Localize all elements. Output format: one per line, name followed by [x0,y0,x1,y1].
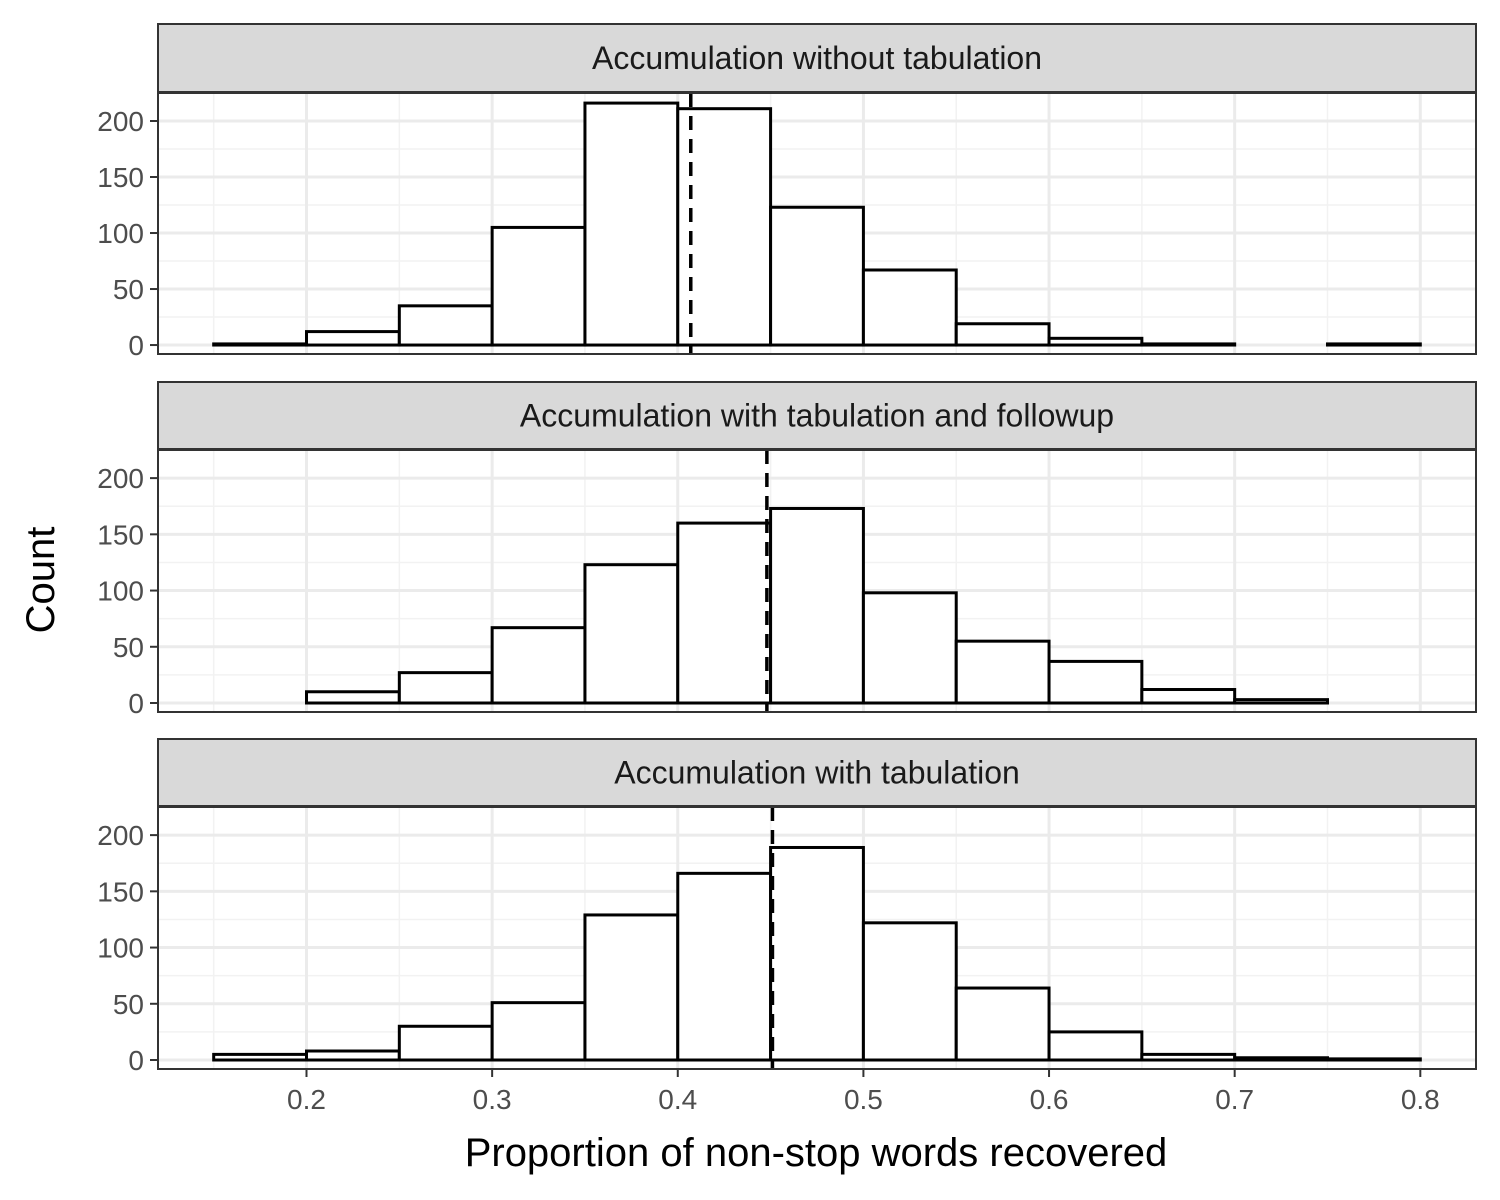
histogram-bar [305,1049,401,1062]
histogram-bar [397,304,494,347]
y-tick-label: 0 [128,1045,144,1076]
y-tick-label: 0 [128,688,144,719]
y-tick-label: 150 [97,519,144,550]
panel-border [157,92,1477,355]
histogram-bar [397,671,494,705]
histogram-bar [583,101,680,347]
y-axis-title: Count [19,527,63,634]
histogram-bars [305,506,1329,705]
x-tick-label: 0.6 [1030,1084,1069,1115]
x-tick-label: 0.3 [473,1084,512,1115]
x-tick-label: 0.8 [1401,1084,1440,1115]
histogram-bar [1325,342,1422,347]
histogram-bar [954,322,1051,347]
histogram-bar [1047,336,1144,347]
x-axis-title: Proportion of non-stop words recovered [465,1131,1168,1175]
histogram-bar [861,591,958,705]
y-tick-label: 50 [113,274,144,305]
y-tick-label: 100 [97,218,144,249]
histogram-bar [954,639,1051,705]
histogram-bar [305,690,401,705]
histogram-bar [676,107,773,347]
histogram-bar [769,845,865,1062]
facet-strip-title: Accumulation with tabulation and followu… [520,398,1114,434]
panel-border [157,449,1477,713]
y-tick-label: 0 [128,330,144,361]
x-tick-label: 0.2 [287,1084,326,1115]
facet-strip-title: Accumulation without tabulation [592,40,1042,76]
facet-panels: Accumulation without tabulation 0 50 100 150… [97,23,1477,1076]
histogram-bars [212,101,1422,347]
histogram-bar [1140,1052,1237,1062]
histogram-bar [490,1001,587,1062]
histogram-bar [212,1052,309,1062]
facet-strip [157,23,1477,93]
histogram-bar [676,521,773,705]
x-tick-label: 0.5 [844,1084,883,1115]
histogram-bar [861,921,958,1062]
y-tick-label: 200 [97,106,144,137]
x-axis: 0.2 0.3 0.4 0.5 0.6 0.7 0.8 [287,1069,1440,1115]
y-tick-label: 50 [113,632,144,663]
histogram-bar [1047,659,1144,705]
histogram-bar [1233,698,1329,705]
histogram-bar [769,205,865,347]
histogram-bar [676,871,773,1062]
histogram-bar [583,563,680,705]
histogram-bar [954,986,1051,1062]
histogram-bars [212,845,1422,1062]
facet-panel: Accumulation with tabulation 0 50 100 150 200 [97,738,1477,1076]
facet-panel: Accumulation with tabulation and followu… [97,381,1477,719]
histogram-bar [583,913,680,1062]
y-tick-label: 100 [97,933,144,964]
histogram-bar [1047,1030,1144,1062]
facet-strip-title: Accumulation with tabulation [614,755,1020,791]
y-axis: 0 50 100 150 200 [97,463,158,719]
x-tick-label: 0.7 [1215,1084,1254,1115]
x-tick-label: 0.4 [658,1084,697,1115]
y-tick-label: 50 [113,989,144,1020]
histogram-bar [490,225,587,347]
histogram-bar [397,1024,494,1062]
y-tick-label: 100 [97,576,144,607]
facet-strip [157,381,1477,450]
facet-panel: Accumulation without tabulation 0 50 100 150… [97,23,1477,361]
histogram-bar [1233,1056,1329,1062]
histogram-bar [212,342,309,347]
histogram-bar [1140,342,1237,347]
histogram-bar [1325,1057,1422,1062]
y-tick-label: 200 [97,820,144,851]
y-tick-label: 200 [97,463,144,494]
y-tick-label: 150 [97,162,144,193]
y-axis: 0 50 100 150 200 [97,820,158,1076]
histogram-bar [861,268,958,347]
y-tick-label: 150 [97,876,144,907]
facet-strip [157,738,1477,807]
histogram-bar [305,330,401,347]
histogram-bar [769,506,865,705]
histogram-bar [490,626,587,705]
histogram-bar [1140,688,1237,705]
y-axis: 0 50 100 150 200 [97,106,158,361]
panel-border [157,806,1477,1070]
